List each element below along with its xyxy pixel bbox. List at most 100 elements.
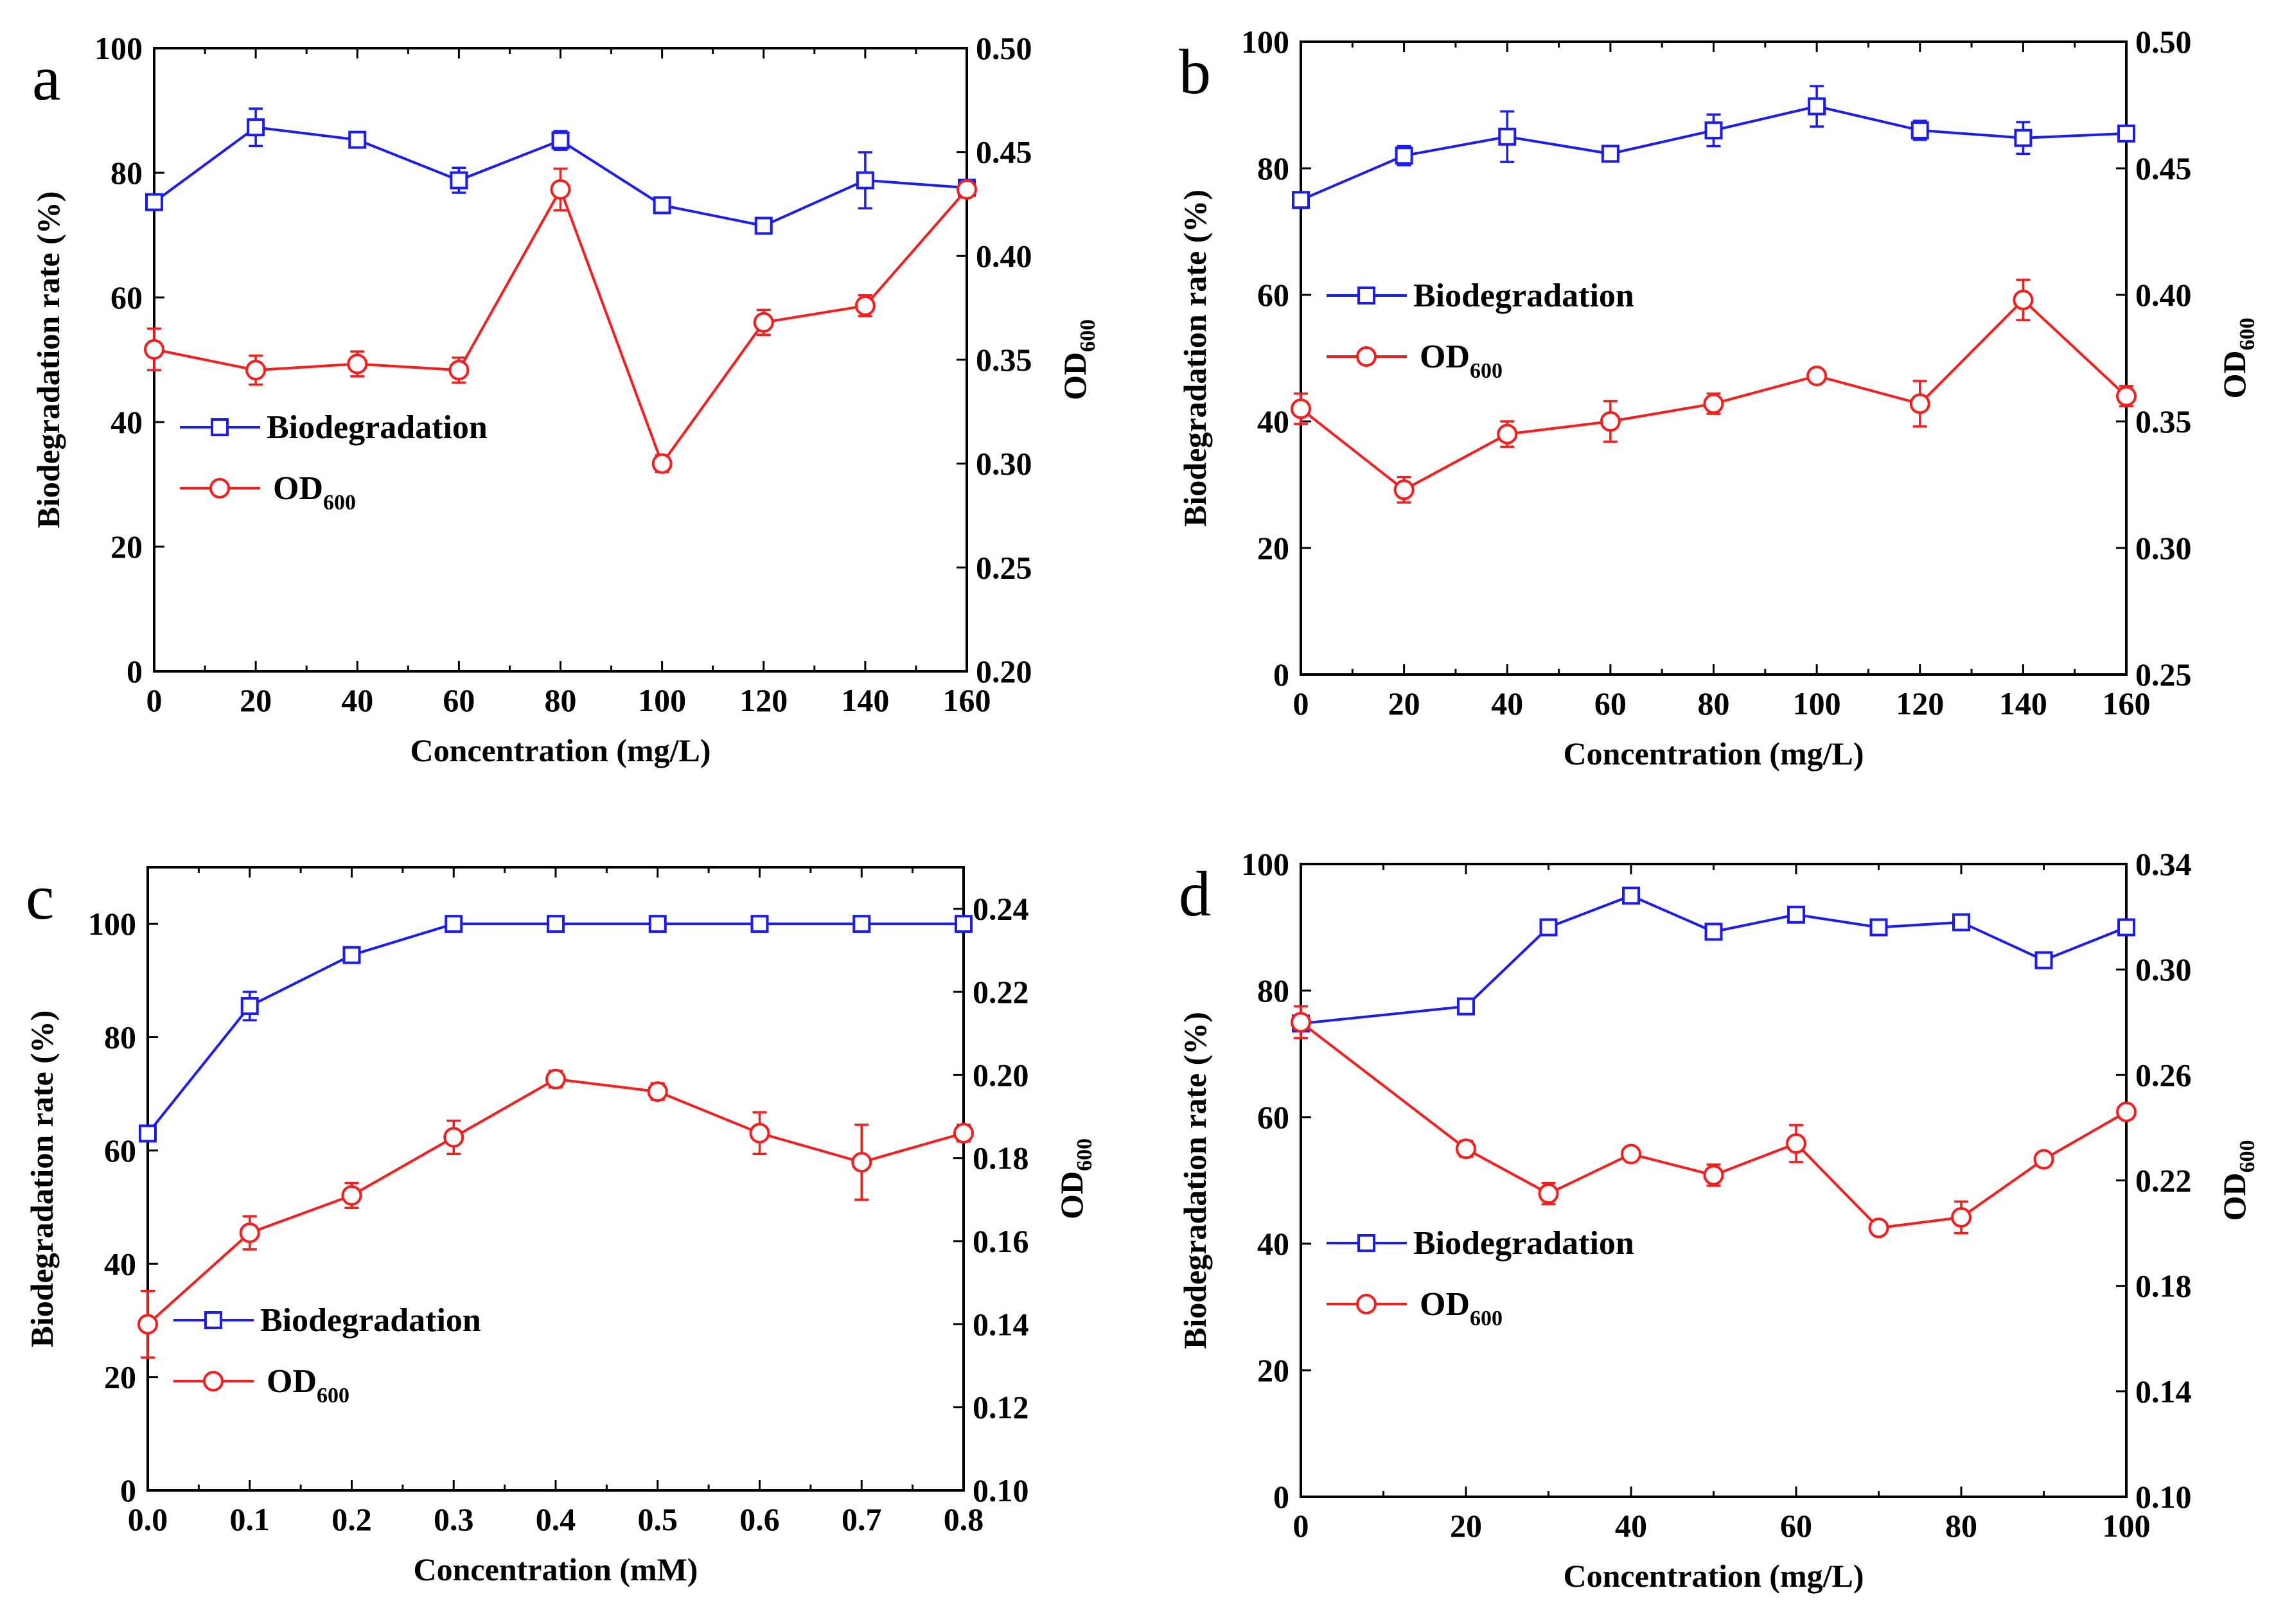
od600-point [1786, 1133, 1806, 1154]
y-tick-label: 80 [110, 155, 143, 191]
biodegradation-point [1498, 127, 1517, 146]
y2-tick-label: 0.20 [973, 1057, 1029, 1093]
legend: Biodegradation OD600 [180, 409, 488, 515]
legend-bio-label: Biodegradation [1413, 278, 1634, 314]
x-tick-label: 0.3 [434, 1501, 474, 1537]
od600-point [443, 1127, 464, 1148]
legend-od-marker [1356, 346, 1377, 367]
y2-tick-label: 0.22 [2135, 1163, 2192, 1199]
y-tick-label: 100 [1241, 846, 1289, 882]
biodegradation-point [1787, 905, 1805, 924]
od600-point [1909, 393, 1930, 414]
y2-tick-label: 0.30 [2135, 951, 2192, 987]
x-tick-label: 20 [1388, 685, 1420, 721]
biodegradation-point [2034, 951, 2053, 969]
x-tick-label: 0.7 [842, 1501, 882, 1537]
y-tick-label: 60 [110, 279, 143, 315]
legend-od-sub: 600 [317, 1384, 349, 1408]
legend-bio-label: Biodegradation [267, 409, 488, 446]
y2-tick-label: 0.45 [976, 134, 1032, 170]
x-tick-label: 0.0 [128, 1501, 168, 1537]
od600-point [753, 312, 774, 333]
legend-od-label: OD600 [273, 470, 356, 515]
y2-tick-label: 0.34 [2135, 846, 2192, 882]
legend: Biodegradation OD600 [1327, 278, 1634, 383]
legend-od-label: OD600 [1420, 1286, 1503, 1330]
biodegradation-point [2117, 124, 2135, 143]
y2-axis-title-sub: 600 [1076, 319, 1100, 352]
y2-tick-label: 0.35 [2135, 403, 2192, 439]
od600-point [749, 1122, 770, 1143]
biodegradation-point [648, 915, 667, 933]
legend-od-marker [203, 1371, 224, 1391]
biodegradation-point [551, 131, 570, 150]
panel-b: 0 20 40 60 80 100 120 140 160 0 20 40 60 80 100 0.25 0.3… [1177, 24, 2259, 772]
x-tick-label: 100 [638, 682, 686, 718]
biodegradation-point [955, 915, 973, 933]
y2-tick-label: 0.40 [976, 238, 1032, 274]
od600-point [448, 360, 470, 381]
y-tick-label: 100 [94, 30, 143, 66]
y2-axis-title-sub: 600 [1073, 1138, 1097, 1171]
y-tick-label: 40 [110, 404, 143, 440]
y2-axis-title: OD600 [1054, 1138, 1097, 1219]
od600-point [957, 179, 977, 200]
od600-point [1868, 1217, 1889, 1239]
od600-point [1703, 1165, 1724, 1186]
x-tick-label: 100 [2103, 1508, 2151, 1544]
y-tick-label: 100 [88, 906, 136, 942]
y-tick-label: 0 [1273, 1479, 1289, 1515]
y-tick-label: 20 [1257, 1352, 1289, 1388]
x-tick-label: 80 [545, 682, 577, 718]
x-tick-label: 20 [240, 682, 272, 718]
y2-tick-label: 0.30 [2135, 530, 2192, 566]
x-tick-label: 120 [1896, 685, 1944, 721]
x-tick-label: 0.1 [230, 1501, 270, 1537]
y2-tick-label: 0.35 [976, 342, 1032, 378]
x-tick-label: 60 [1780, 1508, 1812, 1544]
biodegradation-point [1808, 97, 1826, 116]
panel-letter: a [32, 42, 60, 114]
y2-tick-label: 0.24 [973, 891, 1029, 927]
od600-point [1538, 1183, 1559, 1205]
od600-point [2116, 385, 2137, 407]
x-tick-label: 140 [1999, 685, 2047, 721]
biodegradation-point [1601, 145, 1619, 163]
od600-point [1456, 1138, 1476, 1160]
x-axis-title: Concentration (mg/L) [1564, 1558, 1864, 1594]
x-tick-label: 0 [1293, 1508, 1309, 1544]
od600-point [647, 1081, 668, 1102]
legend: Biodegradation OD600 [173, 1302, 481, 1408]
x-tick-label: 0.6 [739, 1501, 780, 1537]
od600-point [245, 360, 267, 381]
legend-bio-label: Biodegradation [1413, 1225, 1634, 1262]
biodegradation-point [754, 216, 773, 235]
legend-od-label: OD600 [1420, 339, 1503, 383]
biodegradation-point [1395, 146, 1413, 165]
y2-tick-label: 0.40 [2135, 277, 2192, 313]
x-tick-label: 40 [1491, 685, 1523, 721]
y2-tick-label: 0.26 [2135, 1057, 2192, 1093]
od600-point [1497, 423, 1518, 445]
y2-tick-label: 0.10 [973, 1472, 1029, 1508]
od600-point [1806, 366, 1828, 387]
x-tick-label: 160 [943, 682, 991, 718]
y-tick-label: 20 [104, 1359, 136, 1395]
legend-bio-label: Biodegradation [260, 1302, 481, 1339]
x-axis-title: Concentration (mg/L) [1564, 736, 1864, 772]
y2-tick-label: 0.22 [973, 974, 1029, 1010]
od600-point [545, 1068, 566, 1090]
od600-point [1291, 1012, 1311, 1033]
biodegradation-point [139, 1124, 157, 1143]
biodegradation-point [240, 997, 259, 1016]
y2-axis-title: OD600 [2216, 318, 2259, 399]
x-tick-label: 20 [1450, 1508, 1482, 1544]
biodegradation-point [1457, 997, 1475, 1016]
panel-d: 0 20 40 60 80 1000204060801000.100.140.180.22… [1177, 846, 2259, 1594]
x-tick-label: 80 [1945, 1508, 1977, 1544]
biodegradation-point [342, 946, 361, 964]
y2-tick-label: 0.16 [973, 1223, 1029, 1259]
od600-line [1300, 1021, 2127, 1230]
x-tick-label: 60 [1594, 685, 1627, 721]
y-tick-label: 40 [1257, 403, 1289, 439]
